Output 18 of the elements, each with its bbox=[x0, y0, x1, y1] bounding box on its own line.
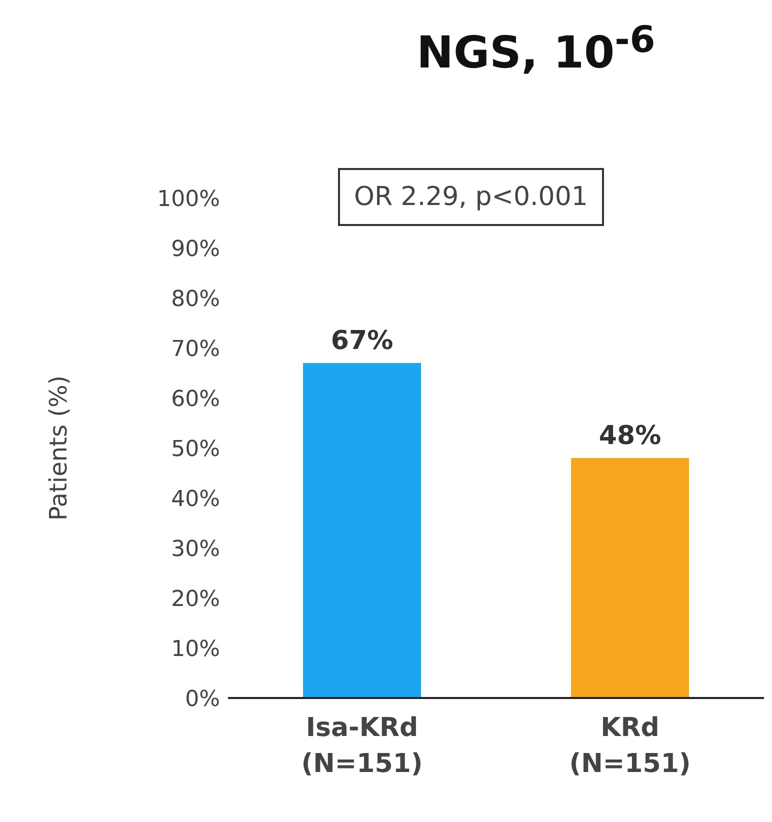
y-tick-label: 60% bbox=[171, 386, 220, 412]
data-label: 48% bbox=[598, 421, 662, 451]
x-tick-label: KRd (N=151) bbox=[569, 713, 691, 779]
annotation-box: OR 2.29, p<0.001 bbox=[338, 168, 604, 226]
y-tick-label: 0% bbox=[185, 686, 220, 712]
y-tick-label: 40% bbox=[171, 486, 220, 512]
x-tick-label: Isa-KRd (N=151) bbox=[301, 713, 423, 779]
y-tick-label: 70% bbox=[171, 336, 220, 362]
y-tick-label: 20% bbox=[171, 586, 220, 612]
y-tick-label: 90% bbox=[171, 236, 220, 262]
y-tick-label: 10% bbox=[171, 636, 220, 662]
y-tick-label: 30% bbox=[171, 536, 220, 562]
y-tick-label: 50% bbox=[171, 436, 220, 462]
y-axis-title: Patients (%) bbox=[44, 375, 73, 521]
y-tick-label: 100% bbox=[157, 186, 220, 212]
data-label: 67% bbox=[330, 326, 394, 356]
chart-title: NGS, 10$^{-6}$ bbox=[416, 18, 656, 79]
y-tick-label: 80% bbox=[171, 286, 220, 312]
